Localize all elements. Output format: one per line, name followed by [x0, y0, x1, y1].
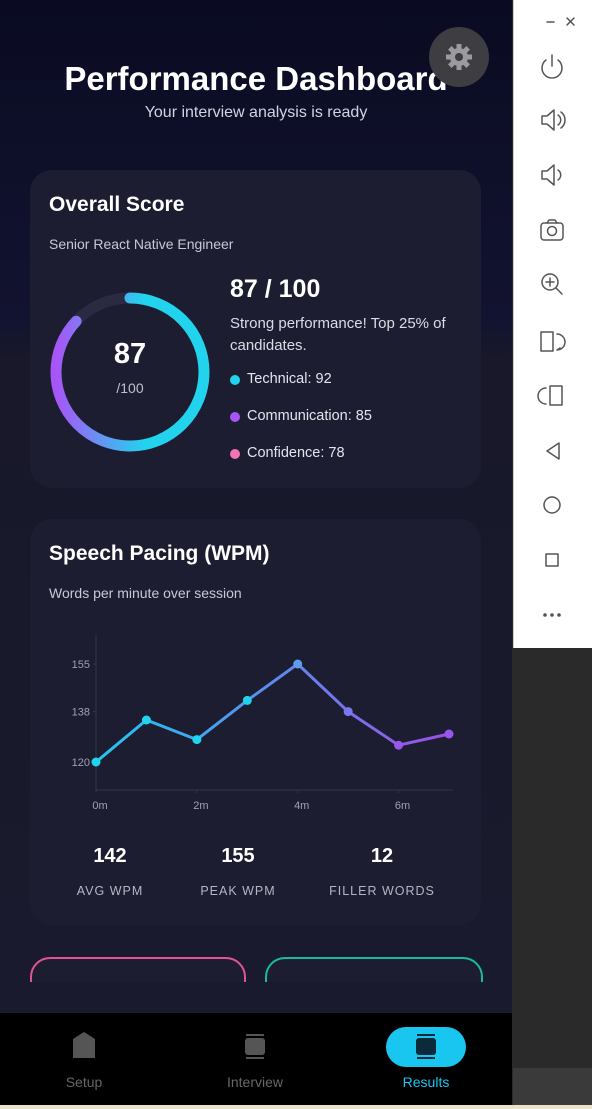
volume-up[interactable] [541, 109, 566, 131]
home-icon [73, 1032, 95, 1058]
power[interactable] [541, 54, 563, 79]
legend-dot [230, 412, 240, 422]
x-tick-label: 2m [193, 800, 208, 812]
screen-icon [245, 1038, 265, 1055]
ring-progress [50, 292, 210, 452]
page-subtitle: Your interview analysis is ready [144, 104, 368, 121]
summary: Strong performance! Top 25% of candidate… [230, 315, 446, 354]
bottom-strip [0, 1105, 592, 1109]
card-subtitle: Words per minute over session [49, 585, 242, 601]
rotate-right[interactable] [537, 385, 563, 406]
y-tick-label: 155 [72, 659, 90, 671]
legend-dot [230, 375, 240, 385]
card-title: Speech Pacing (WPM) [49, 542, 270, 565]
overview[interactable] [545, 553, 559, 567]
card-title: Overall Score [49, 193, 185, 216]
home[interactable] [543, 496, 561, 514]
volume-down[interactable] [541, 164, 562, 186]
screen-icon [416, 1038, 436, 1055]
screen-base [417, 1057, 435, 1059]
legend-dot [230, 449, 240, 459]
stat-value: 142 [93, 845, 127, 867]
x-tick-label: 0m [92, 800, 107, 812]
legend-label: Communication: 85 [247, 408, 372, 424]
back[interactable] [546, 442, 560, 460]
screen-base [417, 1034, 435, 1036]
score-ring [50, 292, 210, 452]
wpm-line [95, 662, 450, 764]
legend-label: Confidence: 78 [247, 445, 345, 461]
y-tick-label: 120 [72, 757, 90, 769]
score-text: 87 / 100 [230, 275, 321, 303]
close[interactable] [566, 17, 575, 26]
overall-score-card [30, 170, 481, 488]
ring-max: /100 [116, 380, 144, 396]
more[interactable] [543, 613, 561, 617]
emulator-toolbar [513, 0, 592, 648]
screen-base [246, 1034, 264, 1036]
nav-label[interactable]: Setup [65, 1074, 103, 1090]
wpm-point [343, 707, 353, 717]
zoom[interactable] [541, 273, 563, 295]
phone-screen: Performance Dashboard Your interview ana… [0, 0, 512, 1105]
nav-icon[interactable] [44, 1027, 124, 1067]
nav-icon[interactable] [215, 1027, 295, 1067]
stat-label: PEAK WPM [200, 884, 276, 898]
wpm-point [192, 735, 202, 745]
nav-label[interactable]: Results [402, 1074, 450, 1090]
screen-base [246, 1057, 264, 1059]
screenshot[interactable] [540, 219, 564, 241]
wpm-point [242, 695, 252, 705]
x-tick-label: 6m [395, 800, 410, 812]
stat-label: AVG WPM [76, 884, 144, 898]
page-title: Performance Dashboard [64, 60, 448, 97]
stat-label: FILLER WORDS [329, 884, 435, 898]
stat-value: 155 [221, 845, 255, 867]
wpm-chart: 120 138 155 0m 2m 4m 6m [72, 636, 454, 812]
more-cards [0, 957, 512, 982]
wpm-point [141, 715, 151, 725]
stat-value: 12 [370, 845, 394, 867]
wpm-point [394, 740, 404, 750]
wpm-point [444, 729, 454, 739]
x-tick-label: 4m [294, 800, 309, 812]
legend-label: Technical: 92 [247, 371, 332, 387]
nav-icon[interactable] [386, 1027, 466, 1067]
emulator-bg [513, 1068, 592, 1105]
nav-label[interactable]: Interview [226, 1074, 284, 1090]
y-tick-label: 138 [72, 707, 90, 719]
wpm-point [91, 757, 101, 767]
role: Senior React Native Engineer [49, 236, 234, 252]
rotate-left[interactable] [540, 331, 566, 352]
speech-pacing-card [30, 519, 481, 925]
ring-score: 87 [113, 338, 147, 370]
wpm-point [293, 659, 303, 669]
settings-button[interactable] [429, 27, 489, 87]
